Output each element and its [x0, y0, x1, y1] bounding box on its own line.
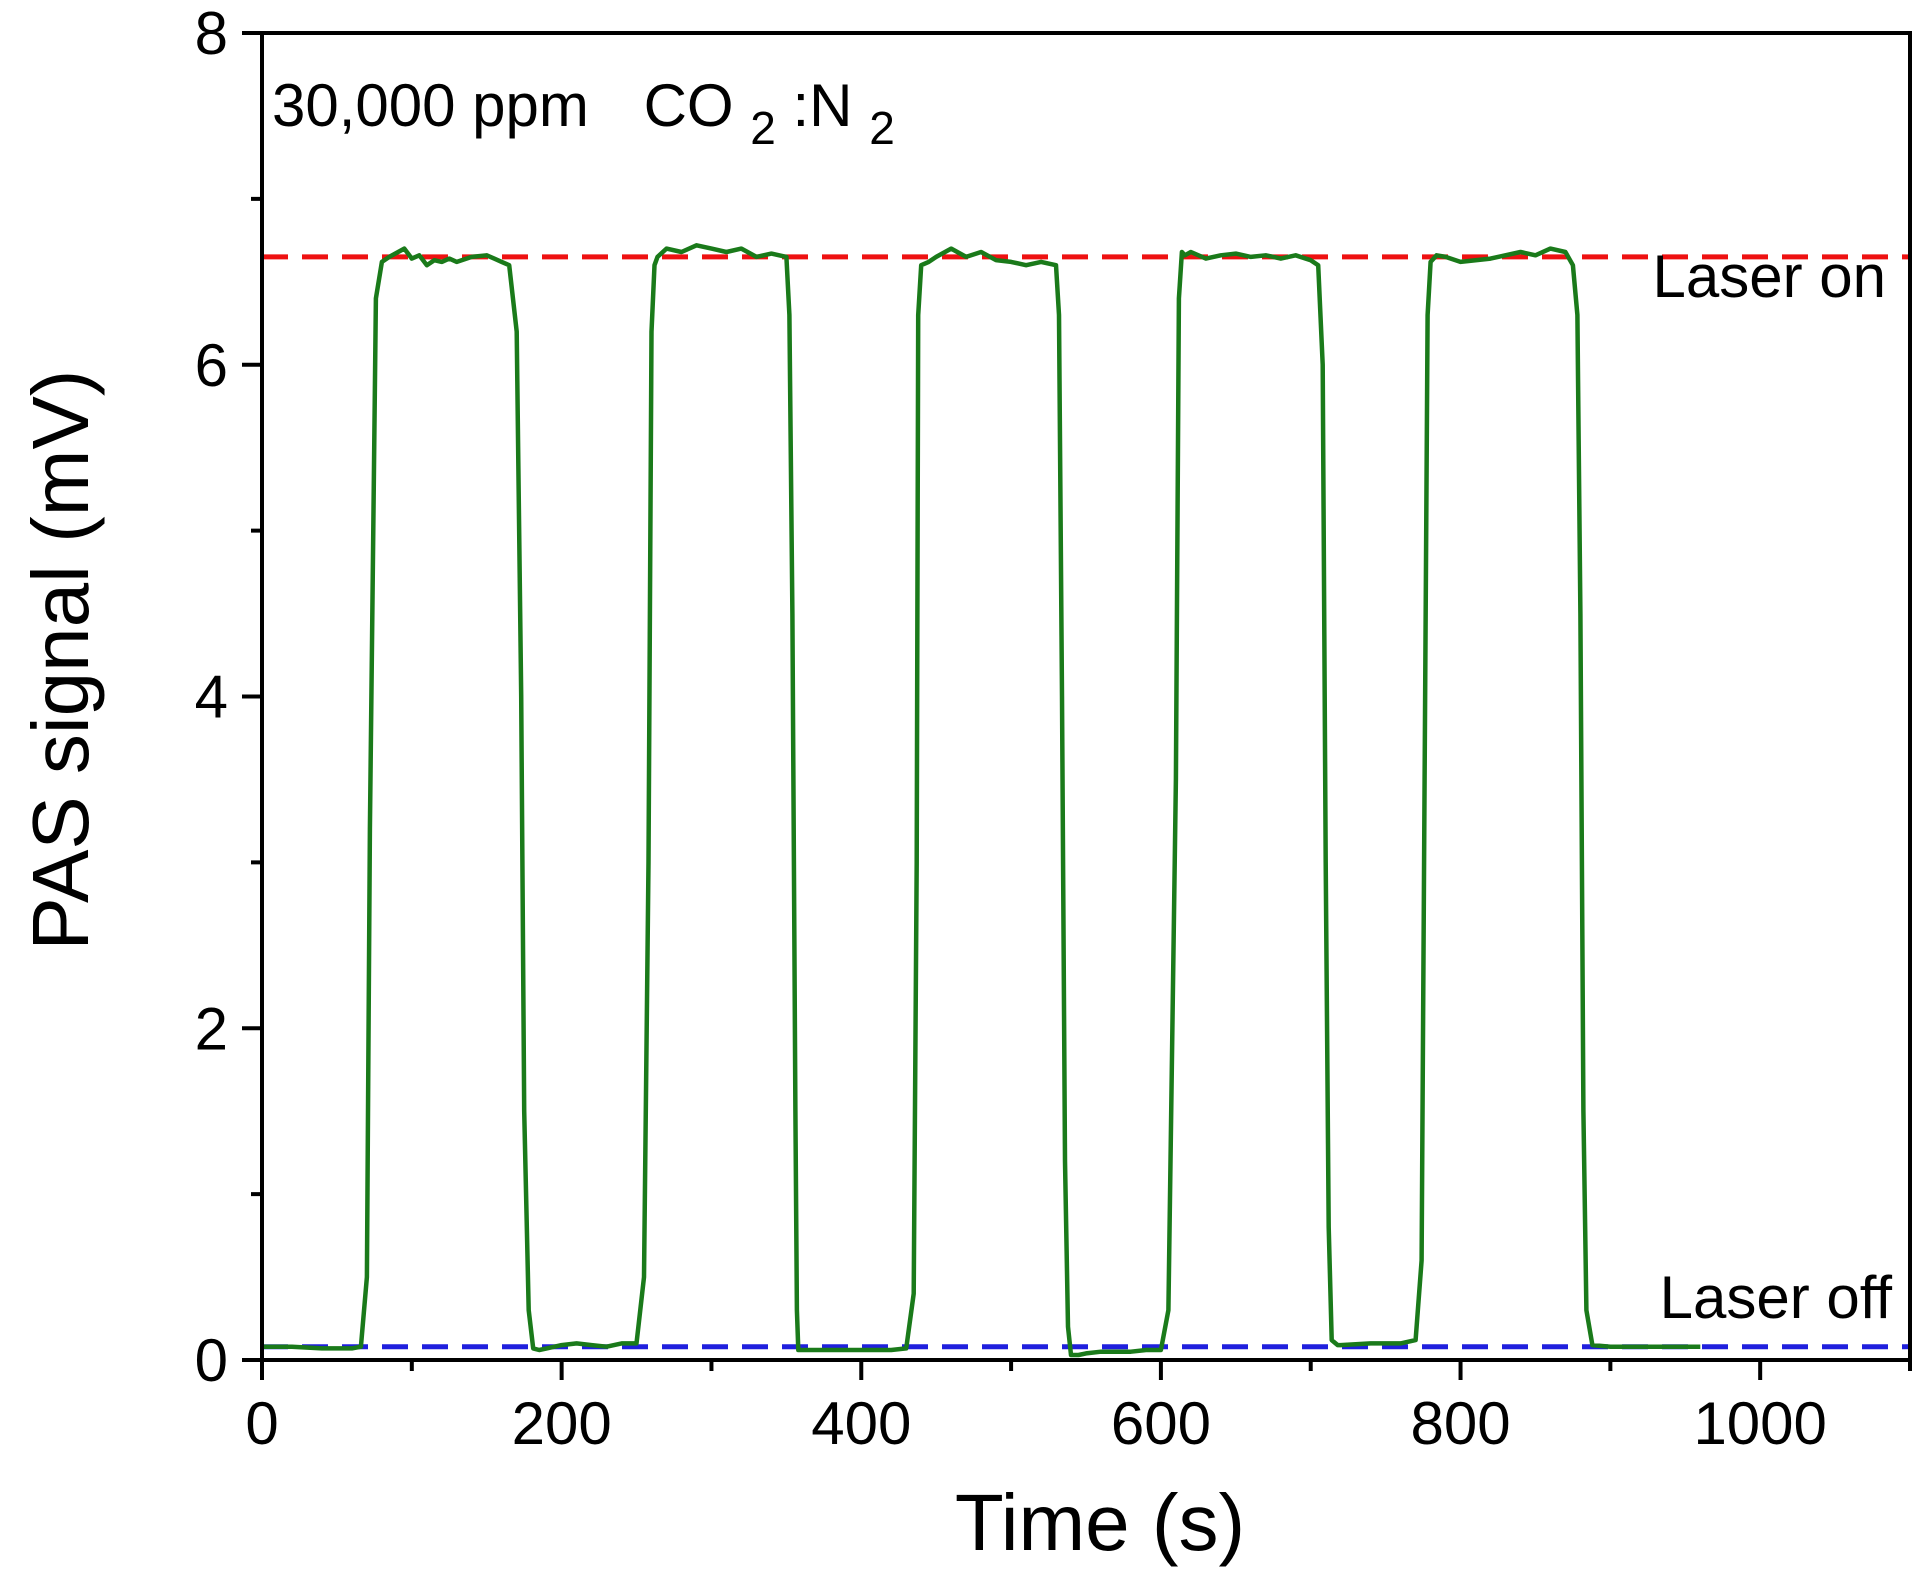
y-tick-label: 8 [195, 0, 228, 67]
gas-co-label: CO [644, 72, 734, 139]
y-tick-label: 0 [195, 1327, 228, 1394]
plot-frame-layer [260, 31, 1912, 1362]
x-axis-title: Time (s) [955, 1478, 1245, 1567]
pas-signal-line [262, 243, 1701, 1358]
y-axis-title: PAS signal (mV) [16, 370, 105, 951]
gas-separator-label: :N [793, 72, 853, 139]
y-tick-label: 6 [195, 332, 228, 399]
gas-annotation: 30,000 ppm CO 2 :N 2 [272, 72, 895, 157]
reference-lines [262, 254, 1910, 1350]
series-layer [262, 243, 1701, 1358]
x-tick-label: 600 [1111, 1390, 1211, 1457]
laser-on-label: Laser on [1653, 243, 1887, 310]
x-tick-label: 1000 [1693, 1390, 1826, 1457]
laser-off-label: Laser off [1660, 1264, 1893, 1331]
plot-frame [260, 31, 1912, 1362]
y-tick-label: 4 [195, 664, 228, 731]
y-tick-label: 2 [195, 995, 228, 1062]
gas-sub-2: 2 [869, 102, 895, 154]
x-tick-label: 0 [245, 1390, 278, 1457]
gas-sub-1: 2 [750, 102, 776, 154]
x-tick-label: 200 [512, 1390, 612, 1457]
axes-layer: 0 200 400 600 800 1000 0 2 4 6 8 [195, 0, 1912, 1457]
x-tick-label: 800 [1410, 1390, 1510, 1457]
concentration-label: 30,000 ppm [272, 72, 589, 139]
x-tick-label: 400 [811, 1390, 911, 1457]
